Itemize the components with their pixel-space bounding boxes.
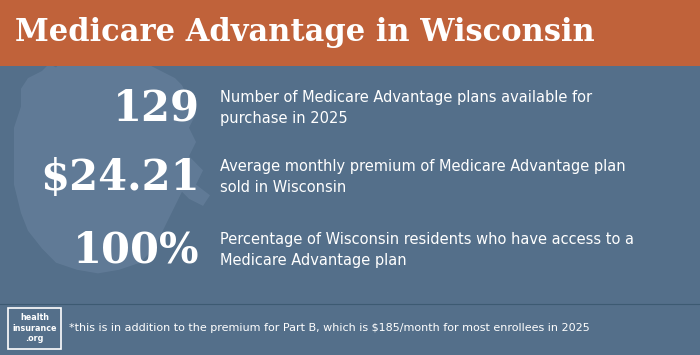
Polygon shape <box>14 57 210 273</box>
Text: *this is in addition to the premium for Part B, which is $185/month for most enr: *this is in addition to the premium for … <box>69 323 590 333</box>
Text: Average monthly premium of Medicare Advantage plan
sold in Wisconsin: Average monthly premium of Medicare Adva… <box>220 159 626 196</box>
Text: 100%: 100% <box>73 229 200 271</box>
Text: health
insurance
.org: health insurance .org <box>13 313 57 343</box>
Text: $24.21: $24.21 <box>40 157 200 198</box>
Text: Number of Medicare Advantage plans available for
purchase in 2025: Number of Medicare Advantage plans avail… <box>220 90 593 126</box>
Text: 129: 129 <box>113 87 200 129</box>
Bar <box>0 0 700 66</box>
Text: Percentage of Wisconsin residents who have access to a
Medicare Advantage plan: Percentage of Wisconsin residents who ha… <box>220 232 634 268</box>
Text: Medicare Advantage in Wisconsin: Medicare Advantage in Wisconsin <box>15 17 595 48</box>
